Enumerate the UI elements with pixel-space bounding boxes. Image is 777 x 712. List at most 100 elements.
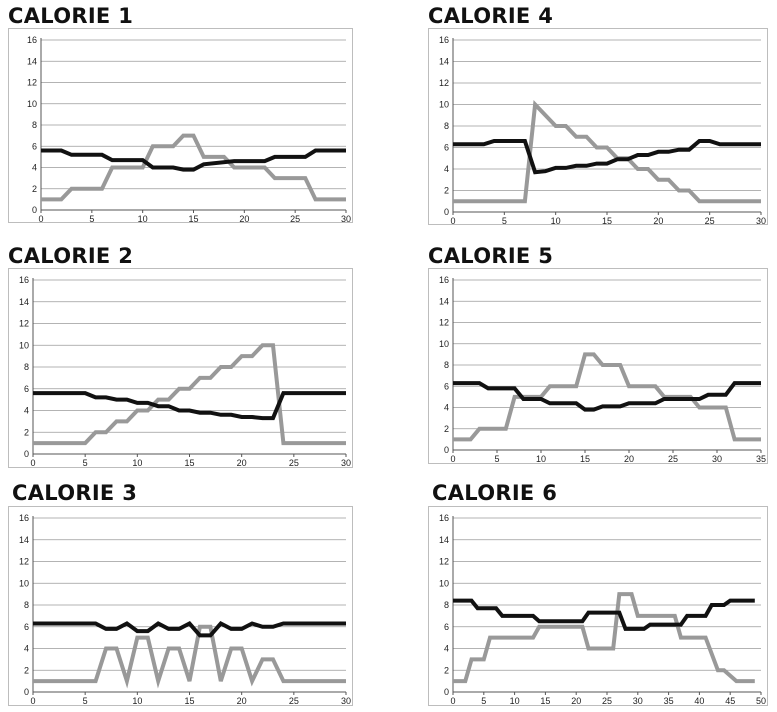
y-tick-label: 16 [27,35,37,45]
series-line-gray [453,592,755,684]
series-line-black [33,391,346,421]
y-tick-label: 14 [439,57,449,67]
chart-plot: 0 2 4 6 8 10 12 14 16 0 5 10 15 20 25 30 [428,28,768,226]
chart-title: CALORIE 4 [428,4,554,28]
x-tick-label: 40 [694,696,704,706]
x-tick-label: 15 [184,696,194,706]
y-tick-label: 4 [24,644,29,654]
y-tick-label: 10 [439,578,449,588]
y-tick-label: 6 [32,141,37,151]
y-tick-label: 2 [24,665,29,675]
chart-title: CALORIE 2 [8,244,134,268]
x-tick-label: 35 [756,454,766,464]
y-tick-label: 14 [27,56,37,66]
x-tick-label: 5 [494,454,499,464]
chart-title: CALORIE 5 [428,244,554,268]
x-tick-label: 5 [83,696,88,706]
chart-frame [8,506,353,706]
x-tick-label: 30 [633,696,643,706]
y-tick-label: 0 [24,449,29,459]
y-tick-label: 16 [439,513,449,523]
y-tick-label: 12 [439,78,449,88]
x-tick-label: 25 [705,216,715,226]
y-tick-label: 0 [24,687,29,697]
y-tick-label: 4 [444,164,449,174]
chart-plot: 0 2 4 6 8 10 12 14 16 0 5 10 15 20 25 30 [8,28,353,224]
y-tick-label: 10 [19,340,29,350]
y-tick-label: 14 [439,535,449,545]
series-line-black [33,621,346,638]
x-tick-label: 30 [756,216,766,226]
x-tick-label: 0 [450,696,455,706]
chart-frame [428,268,768,464]
y-tick-label: 4 [24,406,29,416]
y-tick-label: 2 [444,424,449,434]
x-tick-label: 0 [450,216,455,226]
x-tick-label: 10 [551,216,561,226]
y-tick-label: 2 [444,665,449,675]
x-tick-label: 20 [653,216,663,226]
x-tick-label: 15 [580,454,590,464]
y-tick-label: 12 [19,557,29,567]
y-tick-label: 2 [32,184,37,194]
x-tick-label: 25 [289,458,299,468]
x-tick-label: 0 [38,214,43,224]
chart-frame [428,28,768,225]
x-tick-label: 30 [341,696,351,706]
series-line-gray [33,624,346,689]
x-tick-label: 30 [341,214,351,224]
x-tick-label: 20 [239,214,249,224]
x-tick-label: 30 [341,458,351,468]
chart-title: CALORIE 6 [432,481,558,505]
chart-plot: 0 2 4 6 8 10 12 14 16 0 5 10 15 20 25 30 35 40 45 50 [428,506,768,706]
x-tick-label: 15 [184,458,194,468]
x-tick-label: 5 [481,696,486,706]
series-line-black [453,598,755,631]
y-tick-label: 10 [439,100,449,110]
y-tick-label: 14 [19,535,29,545]
y-tick-label: 16 [19,513,29,523]
y-tick-label: 10 [439,339,449,349]
x-tick-label: 15 [602,216,612,226]
x-tick-label: 25 [289,696,299,706]
x-tick-label: 35 [664,696,674,706]
y-tick-label: 12 [19,319,29,329]
y-tick-label: 6 [444,622,449,632]
x-tick-label: 5 [502,216,507,226]
y-tick-label: 4 [32,163,37,173]
series-line-black [41,148,346,172]
series-line-black [453,139,761,175]
x-tick-label: 15 [188,214,198,224]
series-line-black [453,381,761,412]
y-tick-label: 10 [27,99,37,109]
chart-plot: 0 2 4 6 8 10 12 14 16 0 5 10 15 20 25 30 35 [428,268,768,464]
y-tick-label: 14 [439,296,449,306]
y-tick-label: 12 [439,318,449,328]
x-tick-label: 30 [712,454,722,464]
y-tick-label: 2 [444,186,449,196]
series-line-gray [41,133,346,202]
y-tick-label: 16 [439,35,449,45]
y-tick-label: 6 [24,622,29,632]
chart-title: CALORIE 1 [8,4,134,28]
y-tick-label: 2 [24,427,29,437]
x-tick-label: 0 [30,458,35,468]
x-tick-label: 20 [624,454,634,464]
chart-title: CALORIE 3 [12,481,138,505]
x-tick-label: 10 [132,696,142,706]
chart-frame [8,28,353,223]
y-tick-label: 16 [439,275,449,285]
y-tick-label: 8 [444,121,449,131]
series-line-gray [33,343,346,446]
x-tick-label: 5 [89,214,94,224]
y-tick-label: 8 [24,600,29,610]
y-tick-label: 16 [19,275,29,285]
chart-frame [8,268,353,468]
chart-plot: 0 2 4 6 8 10 12 14 16 0 5 10 15 20 25 30 [8,268,353,468]
x-tick-label: 20 [571,696,581,706]
y-tick-label: 6 [24,384,29,394]
y-tick-label: 0 [444,207,449,217]
x-tick-label: 5 [83,458,88,468]
x-tick-label: 10 [510,696,520,706]
x-tick-label: 20 [237,696,247,706]
